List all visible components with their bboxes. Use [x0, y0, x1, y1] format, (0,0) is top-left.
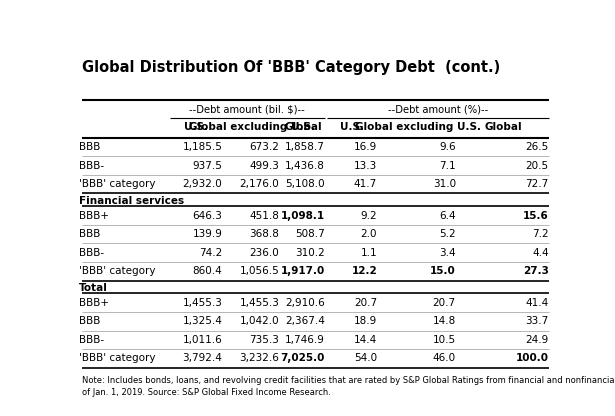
Text: of Jan. 1, 2019. Source: S&P Global Fixed Income Research.: of Jan. 1, 2019. Source: S&P Global Fixe…	[82, 388, 330, 397]
Text: 451.8: 451.8	[250, 210, 279, 220]
Text: 14.4: 14.4	[354, 335, 377, 345]
Text: 'BBB' category: 'BBB' category	[79, 179, 156, 189]
Text: 2,367.4: 2,367.4	[285, 316, 325, 326]
Text: 1,455.3: 1,455.3	[240, 298, 279, 308]
Text: BBB+: BBB+	[79, 298, 109, 308]
Text: Global Distribution Of 'BBB' Category Debt  (cont.): Global Distribution Of 'BBB' Category De…	[82, 59, 500, 74]
Text: 7.2: 7.2	[532, 229, 549, 239]
Text: 41.7: 41.7	[354, 179, 377, 189]
Text: Global excluding U.S.: Global excluding U.S.	[189, 122, 315, 132]
Text: 6.4: 6.4	[439, 210, 456, 220]
Text: 9.2: 9.2	[360, 210, 377, 220]
Text: 16.9: 16.9	[354, 142, 377, 152]
Text: 15.6: 15.6	[523, 210, 549, 220]
Text: 3,792.4: 3,792.4	[183, 353, 222, 364]
Text: 31.0: 31.0	[433, 179, 456, 189]
Text: 1,917.0: 1,917.0	[280, 266, 325, 276]
Text: 100.0: 100.0	[516, 353, 549, 364]
Text: 5.2: 5.2	[439, 229, 456, 239]
Text: 1,011.6: 1,011.6	[183, 335, 222, 345]
Text: BBB: BBB	[79, 316, 101, 326]
Text: 'BBB' category: 'BBB' category	[79, 353, 156, 364]
Text: 3,232.6: 3,232.6	[240, 353, 279, 364]
Text: 2,176.0: 2,176.0	[240, 179, 279, 189]
Text: 'BBB' category: 'BBB' category	[79, 266, 156, 276]
Text: 1,098.1: 1,098.1	[280, 210, 325, 220]
Text: 673.2: 673.2	[250, 142, 279, 152]
Text: 20.7: 20.7	[433, 298, 456, 308]
Text: 14.8: 14.8	[432, 316, 456, 326]
Text: 860.4: 860.4	[192, 266, 222, 276]
Text: BBB-: BBB-	[79, 248, 105, 258]
Text: BBB: BBB	[79, 142, 101, 152]
Text: 20.7: 20.7	[354, 298, 377, 308]
Text: Global excluding U.S.: Global excluding U.S.	[355, 122, 481, 132]
Text: BBB+: BBB+	[79, 210, 109, 220]
Text: 1,185.5: 1,185.5	[183, 142, 222, 152]
Text: 24.9: 24.9	[525, 335, 549, 345]
Text: 735.3: 735.3	[250, 335, 279, 345]
Text: U.S.: U.S.	[340, 122, 364, 132]
Text: Financial services: Financial services	[79, 196, 184, 206]
Text: 4.4: 4.4	[532, 248, 549, 258]
Text: 1,056.5: 1,056.5	[240, 266, 279, 276]
Text: BBB: BBB	[79, 229, 101, 239]
Text: 1,858.7: 1,858.7	[285, 142, 325, 152]
Text: 74.2: 74.2	[199, 248, 222, 258]
Text: 18.9: 18.9	[354, 316, 377, 326]
Text: 46.0: 46.0	[433, 353, 456, 364]
Text: 54.0: 54.0	[354, 353, 377, 364]
Text: 41.4: 41.4	[525, 298, 549, 308]
Text: BBB-: BBB-	[79, 335, 105, 345]
Text: 72.7: 72.7	[525, 179, 549, 189]
Text: Global: Global	[485, 122, 522, 132]
Text: 12.2: 12.2	[351, 266, 377, 276]
Text: 310.2: 310.2	[295, 248, 325, 258]
Text: 5,108.0: 5,108.0	[285, 179, 325, 189]
Text: 9.6: 9.6	[439, 142, 456, 152]
Text: 1,042.0: 1,042.0	[240, 316, 279, 326]
Text: --Debt amount (bil. $)--: --Debt amount (bil. $)--	[189, 104, 305, 114]
Text: 1,325.4: 1,325.4	[183, 316, 222, 326]
Text: --Debt amount (%)--: --Debt amount (%)--	[388, 104, 488, 114]
Text: Note: Includes bonds, loans, and revolving credit facilities that are rated by S: Note: Includes bonds, loans, and revolvi…	[82, 376, 615, 385]
Text: 368.8: 368.8	[250, 229, 279, 239]
Text: BBB-: BBB-	[79, 161, 105, 171]
Text: 139.9: 139.9	[192, 229, 222, 239]
Text: 2,910.6: 2,910.6	[285, 298, 325, 308]
Text: 13.3: 13.3	[354, 161, 377, 171]
Text: Global: Global	[285, 122, 322, 132]
Text: 7,025.0: 7,025.0	[280, 353, 325, 364]
Text: 2,932.0: 2,932.0	[183, 179, 222, 189]
Text: 1.1: 1.1	[360, 248, 377, 258]
Text: 1,746.9: 1,746.9	[285, 335, 325, 345]
Text: 33.7: 33.7	[525, 316, 549, 326]
Text: 1,455.3: 1,455.3	[183, 298, 222, 308]
Text: 2.0: 2.0	[360, 229, 377, 239]
Text: 26.5: 26.5	[525, 142, 549, 152]
Text: 937.5: 937.5	[192, 161, 222, 171]
Text: 10.5: 10.5	[433, 335, 456, 345]
Text: 499.3: 499.3	[250, 161, 279, 171]
Text: 1,436.8: 1,436.8	[285, 161, 325, 171]
Text: 20.5: 20.5	[526, 161, 549, 171]
Text: 27.3: 27.3	[523, 266, 549, 276]
Text: 508.7: 508.7	[295, 229, 325, 239]
Text: 646.3: 646.3	[192, 210, 222, 220]
Text: 3.4: 3.4	[439, 248, 456, 258]
Text: Total: Total	[79, 283, 108, 293]
Text: 15.0: 15.0	[430, 266, 456, 276]
Text: 236.0: 236.0	[250, 248, 279, 258]
Text: 7.1: 7.1	[439, 161, 456, 171]
Text: U.S.: U.S.	[184, 122, 208, 132]
